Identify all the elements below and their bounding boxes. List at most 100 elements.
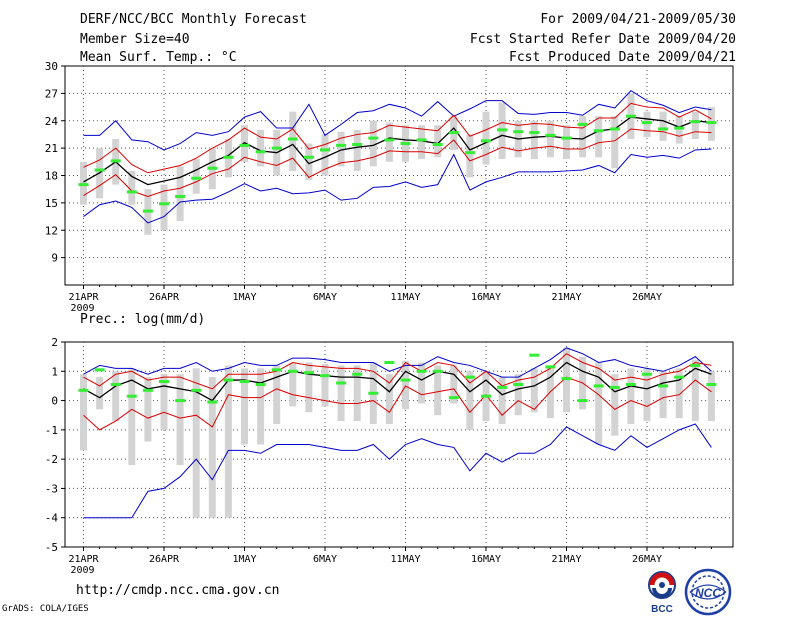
median-marker	[674, 126, 685, 130]
spread-bar	[434, 125, 442, 158]
y-tick-label: -1	[45, 424, 58, 437]
spread-bar	[707, 371, 715, 422]
median-marker	[561, 136, 572, 140]
spread-bar	[160, 184, 168, 231]
median-marker	[625, 382, 636, 386]
x-tick-label: 11MAY	[390, 554, 420, 565]
spread-bar	[369, 120, 377, 167]
median-marker	[303, 155, 314, 159]
spread-bar	[643, 111, 651, 138]
plot-frame	[64, 341, 734, 548]
spread-bar	[466, 371, 474, 430]
median-marker	[191, 388, 202, 392]
median-marker	[126, 394, 137, 398]
mean-minus-sd-line	[83, 128, 712, 198]
bcc-logo-text: BCC	[651, 604, 673, 615]
max-envelope-line	[83, 148, 712, 224]
median-marker	[400, 142, 411, 146]
y-tick-label: 1	[51, 365, 58, 378]
x-tick-label: 21APR	[68, 554, 99, 565]
x-tick-label: 11MAY	[390, 292, 420, 303]
x-tick-label: 21MAY	[551, 554, 581, 565]
median-marker	[448, 396, 459, 400]
spread-bar	[385, 122, 393, 162]
spread-bar	[176, 374, 184, 465]
median-marker	[690, 363, 701, 367]
spread-bar	[546, 120, 554, 158]
spread-bar	[563, 125, 570, 160]
x-tick-label: 16MAY	[471, 292, 501, 303]
median-marker	[690, 120, 701, 124]
median-marker	[159, 380, 169, 384]
median-marker	[352, 372, 363, 376]
median-marker	[320, 374, 330, 378]
variable-prec-label: Prec.: log(mm/d)	[80, 312, 205, 327]
y-tick-label: 0	[51, 395, 58, 408]
mean-plus-sd-line	[83, 353, 712, 390]
member-size: Member Size=40	[80, 32, 190, 47]
median-marker	[239, 143, 250, 147]
max-envelope-line	[83, 347, 712, 378]
y-tick-label: 15	[45, 197, 58, 210]
spread-bar	[579, 116, 587, 158]
y-tick-label: 24	[45, 115, 59, 128]
median-marker	[110, 159, 121, 163]
spread-bar	[273, 365, 281, 424]
spread-bar	[112, 371, 120, 422]
source-url[interactable]: http://cmdp.ncc.cma.gov.cn	[76, 583, 280, 598]
x-tick-label: 6MAY	[313, 292, 337, 303]
y-tick-label: -2	[45, 453, 58, 466]
spread-bar	[643, 368, 651, 422]
median-marker	[529, 131, 540, 135]
y-tick-label: 9	[51, 252, 58, 265]
median-marker	[271, 146, 282, 150]
median-marker	[94, 168, 105, 172]
x-tick-label: 21MAY	[551, 292, 581, 303]
spread-bar	[289, 362, 297, 407]
median-marker	[336, 143, 347, 147]
spread-bar	[257, 368, 265, 445]
median-marker	[336, 381, 347, 385]
spread-bar	[402, 361, 409, 410]
spread-bar	[305, 143, 313, 181]
x-tick-label: 16MAY	[471, 554, 501, 565]
median-marker	[352, 142, 363, 146]
median-marker	[658, 384, 669, 388]
min-envelope-line	[83, 423, 712, 519]
mean-plus-sd-line	[83, 102, 712, 174]
spread-bar	[128, 170, 136, 205]
y-tick-label: 18	[45, 170, 58, 183]
min-envelope-line	[83, 89, 712, 151]
spread-bar	[257, 129, 265, 167]
median-marker	[593, 384, 604, 388]
median-marker	[625, 114, 636, 118]
spread-bar	[659, 371, 667, 419]
spread-bar	[530, 368, 538, 413]
forecast-produced-date: Fcst Produced Date 2009/04/21	[509, 50, 736, 65]
median-marker	[464, 151, 475, 155]
spread-bar	[241, 125, 248, 162]
median-marker	[271, 368, 282, 372]
bcc-logo: BCC	[640, 569, 684, 619]
mean-minus-sd-line	[83, 376, 712, 431]
median-marker	[642, 121, 652, 125]
ncc-logo: NCC	[684, 568, 732, 620]
median-marker	[577, 399, 588, 403]
y-tick-label: 2	[51, 336, 58, 349]
spread-bar	[385, 374, 393, 424]
spread-bar	[675, 116, 683, 144]
median-marker	[239, 380, 250, 384]
median-marker	[545, 133, 556, 137]
panel-prec: -5 -4 -3 -2 -1 0 1 2 21APR 26APR 1MAY 6MAY 11MAY 16MA…	[45, 312, 734, 576]
median-marker	[255, 382, 266, 386]
median-marker	[481, 139, 491, 143]
spread-bar	[659, 111, 667, 141]
spread-bar	[418, 362, 426, 404]
median-marker	[432, 142, 443, 146]
median-marker	[207, 166, 218, 170]
spread-bar	[160, 374, 168, 430]
spread-bar	[466, 134, 474, 178]
ensemble-mean-line	[83, 116, 712, 186]
median-marker	[384, 361, 395, 364]
